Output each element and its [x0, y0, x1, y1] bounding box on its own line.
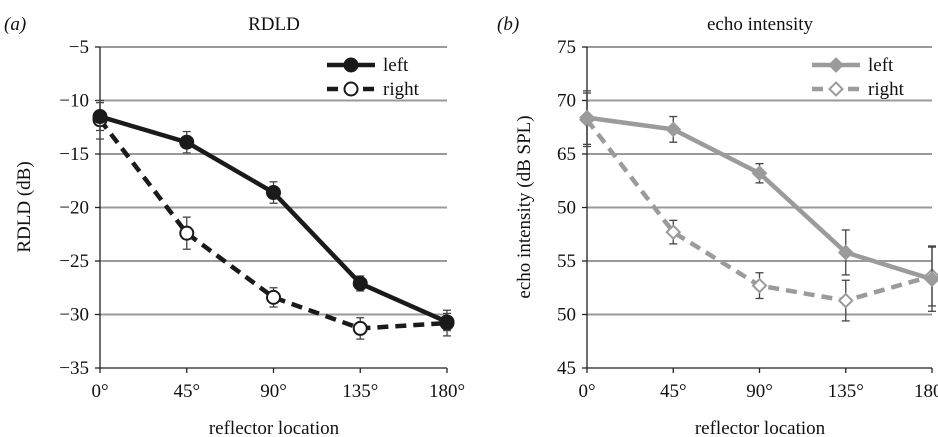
chart-panel-b: (b) echo intensity reflector location ec…: [497, 14, 938, 437]
data-point: [439, 314, 455, 330]
data-point: [579, 109, 595, 126]
data-point: [266, 289, 281, 305]
y-tick-label: −20: [59, 198, 89, 219]
series-left: [579, 90, 938, 312]
x-tick-label: 135°: [342, 381, 378, 402]
y-tick-label: 45: [557, 358, 576, 379]
panel-a-letter: (a): [4, 14, 26, 35]
y-tick-label: 70: [557, 91, 576, 112]
y-tick-label: 50: [557, 305, 576, 326]
panel-b-ylabel: echo intensity (dB SPL): [514, 115, 535, 298]
y-tick-label: 65: [557, 144, 576, 165]
data-point: [665, 121, 682, 138]
y-tick-label: −25: [59, 251, 89, 272]
data-point: [179, 225, 195, 241]
data-point: [179, 134, 195, 150]
panel-b-tick-labels: 75 70 65 50 55 50 450° 45° 90° 135° 180°: [557, 37, 938, 402]
x-tick-label: 180°: [429, 381, 465, 402]
panel-a-xlabel: reflector location: [209, 418, 340, 437]
panel-a-grid: [100, 46, 447, 316]
data-point: [751, 165, 768, 182]
panel-a-tick-labels: −5 −10 −15 −20 −25 −30 −350° 45° 90° 135° 180°: [59, 37, 465, 402]
data-point: [352, 320, 368, 336]
series-left: [92, 101, 455, 332]
data-point: [924, 271, 938, 288]
legend-label: right: [868, 79, 905, 100]
panel-b-legend: left right: [812, 55, 905, 100]
legend-label: left: [383, 55, 409, 76]
y-tick-label: −35: [59, 358, 89, 379]
panel-b-title: echo intensity: [707, 14, 814, 35]
x-tick-label: 90°: [260, 381, 287, 402]
y-tick-label: −30: [59, 305, 89, 326]
legend-marker: [343, 57, 359, 73]
y-tick-label: −5: [69, 37, 89, 58]
legend-item-left: left: [812, 55, 894, 76]
data-point: [266, 185, 281, 201]
y-tick-label: −15: [59, 144, 89, 165]
panel-a-legend: left right: [327, 55, 420, 100]
panel-b-letter: (b): [497, 14, 519, 35]
x-tick-label: 45°: [173, 381, 200, 402]
legend-marker: [828, 57, 844, 73]
legend-item-right: right: [812, 79, 905, 100]
x-tick-label: 180°: [914, 381, 938, 402]
data-point: [92, 109, 108, 125]
panel-a-title: RDLD: [248, 14, 300, 35]
y-tick-label: 75: [557, 37, 576, 58]
panel-a-series: [92, 99, 455, 340]
legend-label: left: [868, 55, 894, 76]
panel-b-series: [579, 90, 938, 322]
panel-b-xlabel: reflector location: [695, 418, 826, 437]
legend-item-right: right: [327, 79, 420, 100]
data-point: [837, 244, 854, 261]
legend-item-left: left: [327, 55, 409, 76]
x-tick-label: 0°: [578, 381, 595, 402]
x-tick-label: 45°: [660, 381, 687, 402]
x-tick-label: 0°: [91, 381, 108, 402]
legend-marker: [828, 81, 844, 97]
chart-panel-a: (a) RDLD reflector location RDLD (dB) −5…: [4, 14, 465, 437]
panel-a-ylabel: RDLD (dB): [14, 161, 35, 252]
data-point: [665, 224, 682, 241]
y-tick-label: 55: [557, 251, 576, 272]
data-point: [837, 292, 854, 309]
legend-label: right: [383, 79, 420, 100]
series-line: [98, 118, 448, 331]
x-tick-label: 90°: [746, 381, 773, 402]
data-point: [751, 277, 768, 294]
data-point: [352, 275, 368, 291]
y-tick-label: 50: [557, 198, 576, 219]
series-line: [586, 115, 933, 282]
y-tick-label: −10: [59, 91, 89, 112]
legend-marker: [343, 81, 359, 97]
x-tick-label: 135°: [828, 381, 864, 402]
